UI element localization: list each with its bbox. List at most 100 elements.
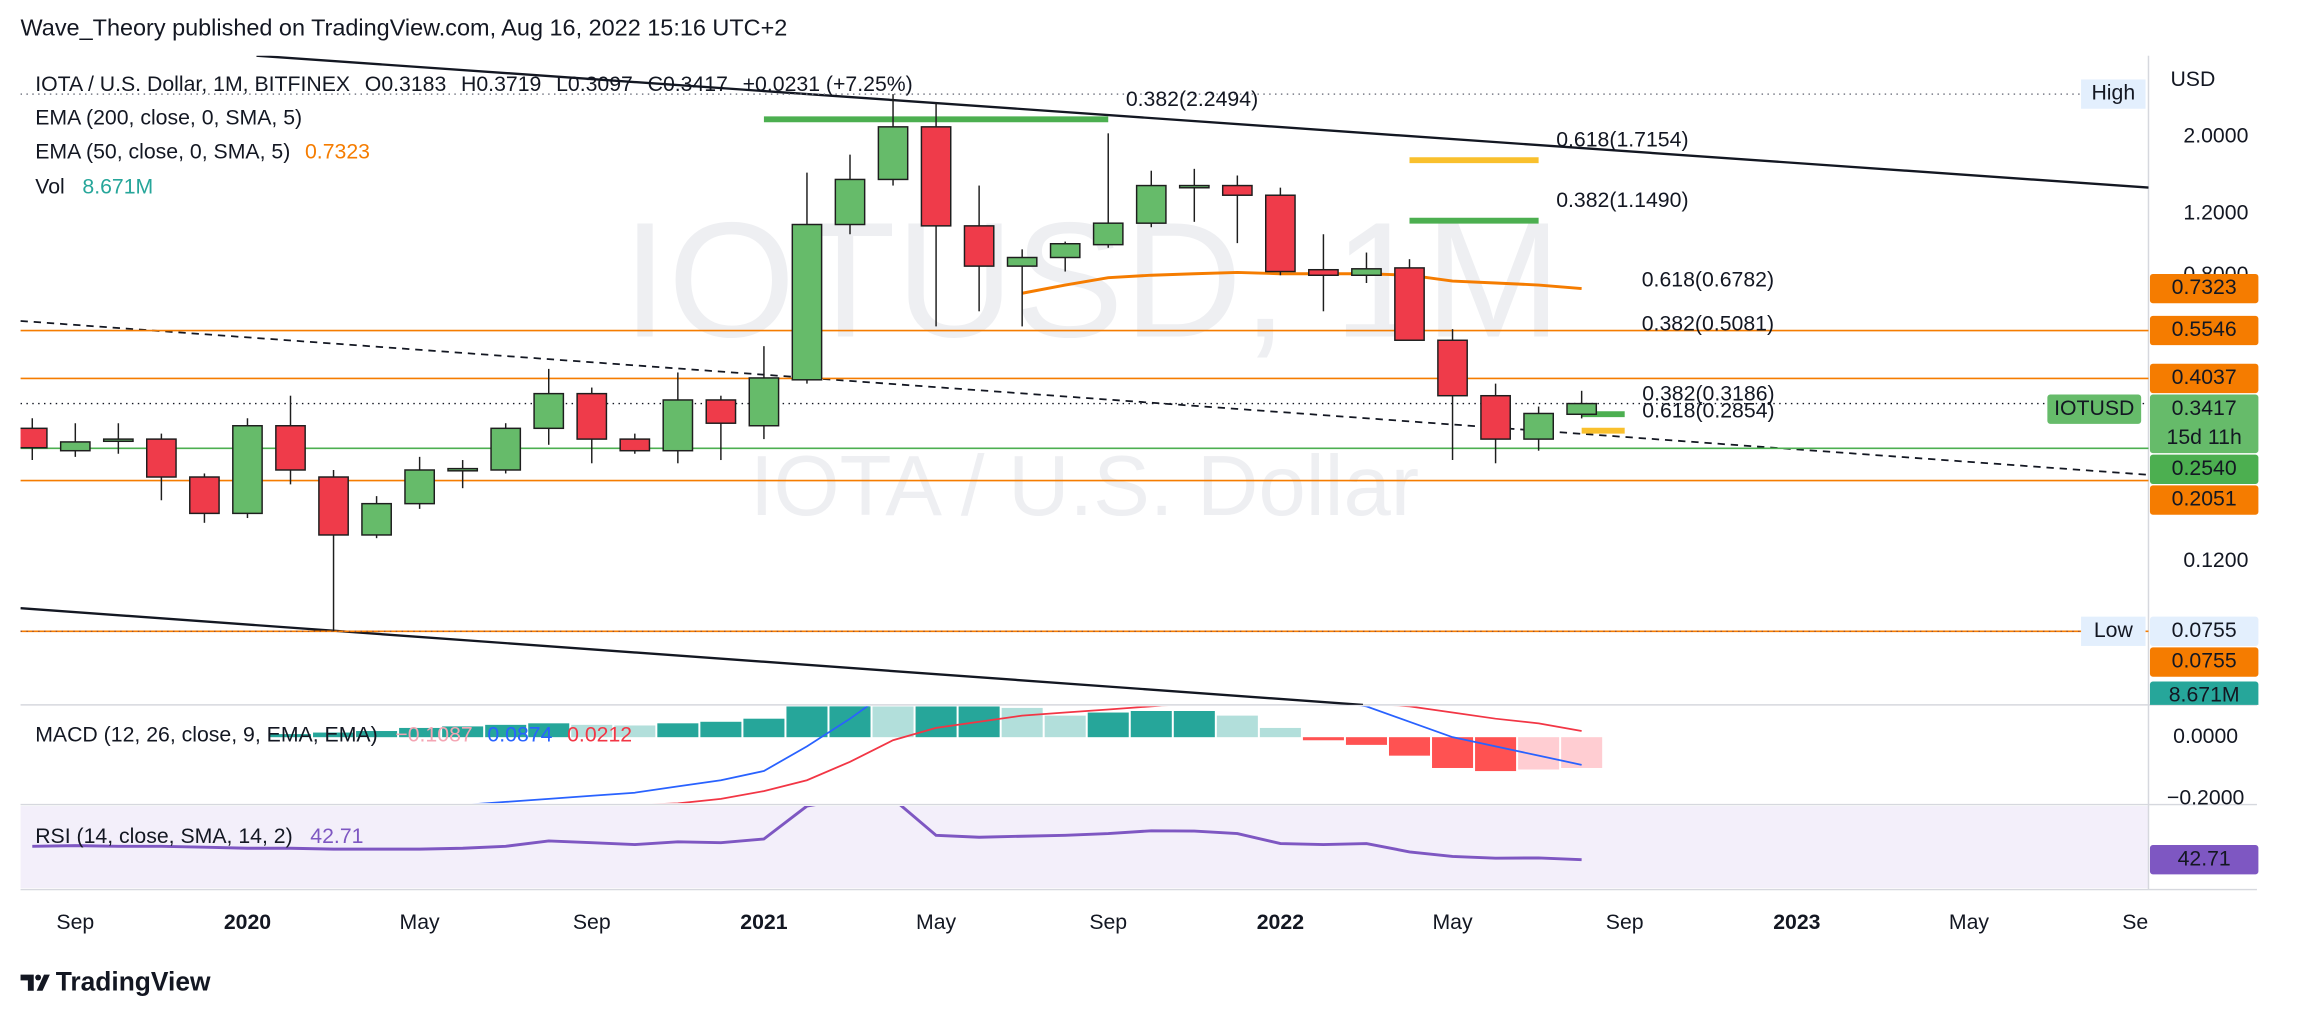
rsi-label-box: [2149, 845, 2259, 875]
candle-body: [877, 126, 909, 181]
low-tag: [2081, 616, 2146, 646]
macd-histogram-bar: [1475, 737, 1517, 772]
x-tick-label: 2020: [224, 910, 271, 934]
rsi-label: 42.71: [2178, 846, 2231, 870]
x-tick-label: Sep: [56, 910, 94, 934]
candle-body: [1049, 242, 1081, 259]
indicator-legend: EMA (50, close, 0, SMA, 5) 0.7323: [35, 139, 370, 163]
ohlc: C0.3417: [648, 72, 728, 96]
indicator-value: 8.671M: [82, 174, 153, 198]
candle-body: [189, 476, 220, 515]
candle-body: [576, 392, 608, 440]
x-tick-label: May: [400, 910, 441, 934]
macd-legend: MACD (12, 26, close, 9, EMA, EMA) −0.108…: [35, 722, 632, 746]
candle-body: [1566, 402, 1598, 416]
x-tick-label: Sep: [2122, 910, 2160, 934]
macd-histogram-bar: [1216, 715, 1258, 738]
macd-histogram-bar: [700, 721, 742, 738]
macd-histogram-bar: [1561, 737, 1603, 768]
rsi-pane: [32, 806, 1582, 862]
fib-label: 0.382(2.2494): [1126, 87, 1258, 111]
macd-histogram-bar: [1130, 710, 1172, 738]
price-label: 0.0755: [2172, 618, 2237, 642]
macd-histogram-bar: [1087, 712, 1129, 738]
header: Wave_Theory published on TradingView.com…: [21, 14, 788, 40]
price-pane: 0.382(2.2494) 0.618(1.7154) 0.382(1.1490) 0…: [20, 55, 2149, 705]
countdown: 15d 11h: [2167, 425, 2242, 449]
fib-label: 0.382(0.5081): [1642, 311, 1774, 335]
x-tick-label: 2023: [1773, 910, 1820, 934]
candle-body: [404, 469, 436, 505]
price-label-box: [2149, 485, 2259, 515]
candle-body: [1135, 184, 1167, 224]
rsi-legend: RSI (14, close, SMA, 14, 2) 42.71: [35, 823, 363, 847]
candle-body: [146, 438, 177, 478]
symbol-title: IOTA / U.S. Dollar, 1M, BITFINEX: [35, 72, 350, 96]
y-tick-label: 0.1200: [2183, 548, 2248, 572]
x-tick-label: 2021: [740, 910, 787, 934]
macd-histogram-bar: [1001, 707, 1043, 738]
candle-body: [1308, 268, 1339, 276]
macd-histogram-bar: [786, 706, 828, 738]
macd-histogram-bar: [399, 727, 441, 738]
price-label-box: [2149, 315, 2259, 346]
macd-histogram-bar: [872, 706, 914, 738]
candle-body: [1351, 268, 1382, 276]
signal-line: [662, 706, 1582, 804]
rsi-line: [32, 806, 1582, 862]
symbol-label: IOTUSD: [2054, 396, 2134, 420]
x-tick-label: May: [916, 910, 957, 934]
price-label-box: [2149, 273, 2259, 304]
candle-body: [490, 427, 522, 471]
high-tag-label: High: [2091, 81, 2135, 105]
macd-histogram-bar: [1345, 737, 1387, 745]
symbol-legend: IOTA / U.S. Dollar, 1M, BITFINEX O0.3183…: [35, 72, 913, 96]
candle-body: [1221, 184, 1253, 196]
price-label: 0.4037: [2172, 365, 2237, 389]
candle-body: [275, 425, 306, 471]
macd-histogram-bar: [1044, 715, 1086, 738]
price-label: 0.0755: [2172, 649, 2237, 673]
candle-body: [59, 441, 91, 452]
ohlc: O0.3183: [365, 72, 447, 96]
candle-body: [1178, 184, 1210, 189]
high-tag: [2081, 79, 2146, 109]
price-label: 0.5546: [2172, 317, 2237, 341]
volume-label: 8.671M: [2169, 683, 2240, 707]
candle-body: [361, 502, 392, 536]
fib-label: 0.382(0.3186): [1642, 382, 1774, 406]
ema-line: [1021, 270, 1582, 295]
fib-label: 0.618(0.2854): [1642, 398, 1774, 422]
x-tick-label: Sep: [573, 910, 611, 934]
candle-body: [318, 476, 349, 536]
watermark: IOTA / U.S. Dollar: [750, 439, 1419, 534]
candle-body: [102, 438, 134, 443]
fib-label: 0.618(0.6782): [1642, 268, 1774, 292]
indicator-legend: EMA (200, close, 0, SMA, 5): [35, 105, 302, 129]
candle-body: [791, 223, 823, 381]
macd-histogram-bar: [269, 734, 312, 738]
macd-histogram-bar: [1173, 710, 1215, 738]
macd-histogram-bar: [614, 725, 656, 738]
macd-histogram-bar: [1388, 737, 1431, 756]
candle-body: [834, 178, 866, 226]
price-axis: 2.00001.20000.80000.12000.73230.55460.40…: [2149, 124, 2259, 707]
macd-histogram-bar: [485, 724, 527, 738]
candle-body: [20, 427, 48, 449]
price-label: 0.2051: [2172, 487, 2237, 511]
macd-histogram-bar: [1259, 727, 1301, 738]
ohlc: L0.3097: [556, 72, 633, 96]
macd-value: 0.0874: [487, 722, 552, 746]
candle-body: [963, 225, 995, 267]
price-label-box: [2149, 647, 2259, 677]
price-label-box: [2149, 616, 2259, 646]
x-axis: Sep 2020 May Sep 2021 May Sep 2022 May Sep 2023 May…: [56, 910, 2160, 934]
macd-value: −0.1087: [395, 722, 472, 746]
fib-label: 0.382(1.1490): [1556, 188, 1688, 212]
macd-line: [476, 706, 1582, 804]
rsi-title: RSI (14, close, SMA, 14, 2): [35, 823, 292, 847]
candle-body: [619, 438, 651, 452]
candle-body: [1480, 394, 1511, 440]
x-tick-label: Sep: [1606, 910, 1644, 934]
